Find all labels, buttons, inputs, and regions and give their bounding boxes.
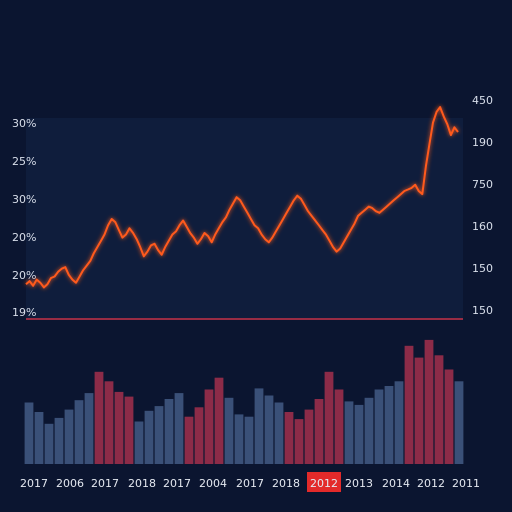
volume-bar	[34, 412, 44, 464]
volume-bar	[454, 381, 464, 464]
volume-bar	[334, 389, 344, 464]
volume-bar	[104, 381, 114, 464]
x-tick-label: 2017	[20, 477, 48, 490]
volume-bar	[324, 371, 334, 464]
volume-bar	[184, 416, 194, 464]
left-tick-label: 19%	[12, 306, 36, 319]
volume-bar	[44, 423, 54, 464]
volume-bar	[364, 397, 374, 464]
left-tick-label: 30%	[12, 117, 36, 130]
volume-bar	[194, 407, 204, 464]
x-tick-label: 2017	[91, 477, 119, 490]
volume-bar	[424, 339, 434, 464]
right-tick-label: 160	[472, 220, 493, 233]
x-tick-label: 2017	[163, 477, 191, 490]
volume-bar	[244, 416, 254, 464]
x-tick-label: 2014	[382, 477, 410, 490]
left-tick-label: 20%	[12, 269, 36, 282]
right-axis: 450 190 750 160 150 150	[472, 94, 493, 317]
volume-bar	[154, 406, 164, 464]
volume-bar	[254, 388, 264, 464]
left-tick-label: 30%	[12, 193, 36, 206]
volume-bar	[204, 389, 214, 464]
volume-bar	[344, 401, 354, 464]
right-tick-label: 190	[472, 136, 493, 149]
right-tick-label: 150	[472, 304, 493, 317]
left-tick-label: 20%	[12, 231, 36, 244]
volume-bar	[404, 345, 414, 464]
volume-bar	[394, 381, 404, 464]
x-tick-label: 2018	[272, 477, 300, 490]
volume-bar	[214, 377, 224, 464]
volume-bar	[434, 355, 444, 464]
x-tick-label: 2017	[236, 477, 264, 490]
volume-bar	[174, 393, 184, 464]
x-tick-label: 2013	[345, 477, 373, 490]
plot-area	[26, 118, 463, 318]
volume-bar	[444, 369, 454, 464]
right-tick-label: 150	[472, 262, 493, 275]
volume-bar	[294, 419, 304, 464]
volume-bar	[24, 402, 34, 464]
left-tick-label: 25%	[12, 155, 36, 168]
volume-bar	[384, 386, 394, 464]
right-tick-label: 750	[472, 178, 493, 191]
right-tick-label: 450	[472, 94, 493, 107]
volume-bar	[314, 399, 324, 464]
x-tick-label: 2012	[310, 477, 338, 490]
price-series-line	[25, 106, 459, 289]
volume-bar	[94, 371, 104, 464]
volume-bar	[74, 400, 84, 464]
volume-bar	[144, 410, 154, 464]
volume-bar	[134, 421, 144, 464]
volume-bar	[234, 414, 244, 464]
volume-bar	[414, 357, 424, 464]
volume-bar	[374, 389, 384, 464]
x-tick-label: 2006	[56, 477, 84, 490]
volume-bar	[224, 397, 234, 464]
volume-bar	[54, 417, 64, 464]
x-axis-highlight	[307, 472, 341, 492]
left-axis: 30% 25% 30% 20% 20% 19%	[12, 117, 36, 319]
volume-bar	[304, 409, 314, 464]
volume-bar	[64, 409, 74, 464]
x-tick-label: 2004	[199, 477, 227, 490]
volume-bar	[114, 391, 124, 464]
volume-bars	[24, 339, 464, 464]
volume-bar	[164, 399, 174, 464]
volume-bar	[274, 402, 284, 464]
x-tick-label: 2018	[128, 477, 156, 490]
x-tick-label: 2011	[452, 477, 480, 490]
volume-bar	[354, 404, 364, 464]
x-tick-label: 2012	[417, 477, 445, 490]
volume-bar	[124, 396, 134, 464]
x-axis: 2017 2006 2017 2018 2017 2004 2017 2018 …	[20, 477, 480, 490]
volume-bar	[284, 412, 294, 464]
volume-bar	[84, 393, 94, 464]
volume-bar	[264, 395, 274, 464]
